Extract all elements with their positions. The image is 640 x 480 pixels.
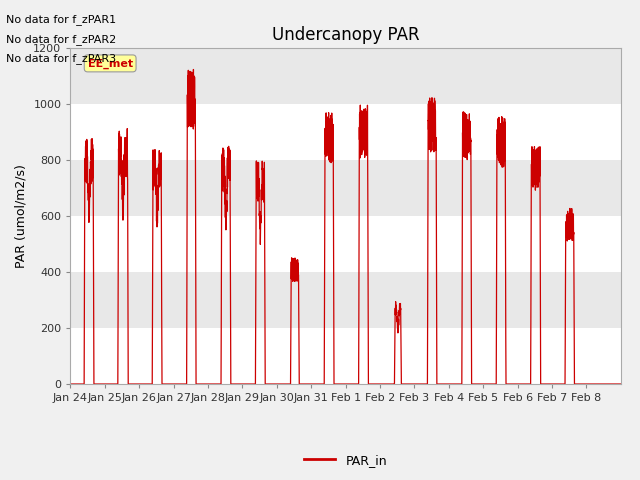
Text: EE_met: EE_met [88,58,132,69]
Bar [70,272,621,328]
Title: Undercanopy PAR: Undercanopy PAR [272,25,419,44]
Text: No data for f_zPAR3: No data for f_zPAR3 [6,53,116,64]
Bar [70,328,621,384]
Legend: PAR_in: PAR_in [299,449,392,472]
Bar [70,48,621,104]
Y-axis label: PAR (umol/m2/s): PAR (umol/m2/s) [15,164,28,268]
Bar [70,216,621,272]
Bar [70,160,621,216]
Text: No data for f_zPAR2: No data for f_zPAR2 [6,34,116,45]
Bar [70,104,621,160]
Text: No data for f_zPAR1: No data for f_zPAR1 [6,14,116,25]
